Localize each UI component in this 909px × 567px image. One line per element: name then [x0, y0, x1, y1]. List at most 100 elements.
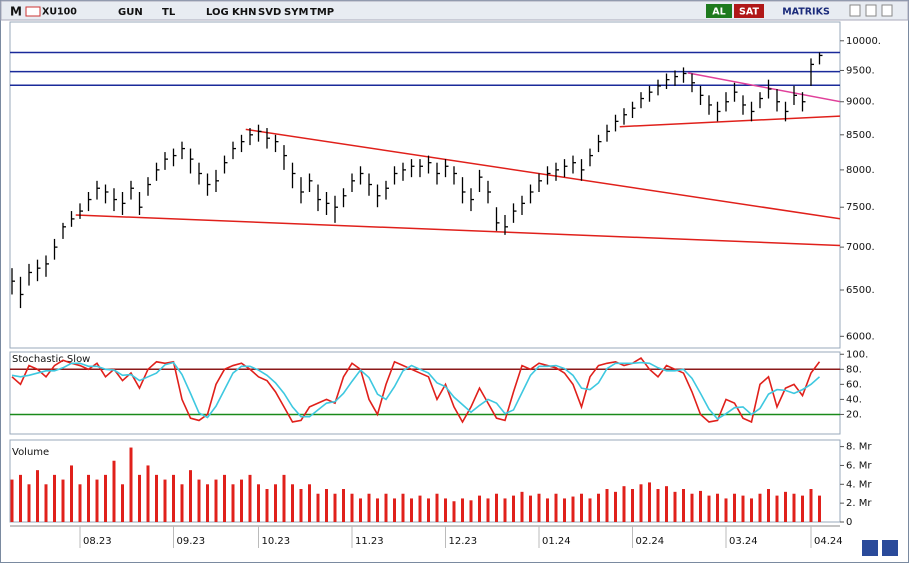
volume-bar [605, 489, 609, 522]
buy-button[interactable]: AL [712, 7, 725, 18]
volume-bar [707, 495, 711, 522]
volume-bar [299, 489, 303, 522]
window-button[interactable] [865, 4, 877, 17]
x-tick-label: 09.23 [177, 536, 206, 547]
y-tick-label: 4. Mr [846, 479, 872, 490]
volume-bar [121, 484, 124, 522]
volume-bar [240, 479, 243, 522]
trend-line [619, 115, 840, 128]
volume-bar [750, 498, 753, 522]
y-tick-label: 20. [846, 409, 862, 420]
sell-button[interactable]: SAT [739, 7, 759, 18]
volume-bar [163, 479, 167, 522]
volume-bar [316, 493, 320, 522]
stochastic-line [11, 361, 821, 420]
x-tick-label: 02.24 [636, 536, 665, 547]
volume-bar [19, 474, 22, 522]
y-tick-label: 100. [846, 349, 868, 360]
panel-title: Stochastic Slow [12, 354, 90, 365]
buy-bg [706, 4, 732, 18]
window-button[interactable] [881, 4, 893, 17]
symbol[interactable]: XU100 [42, 7, 77, 18]
sell-bg [734, 4, 764, 18]
volume-bar [78, 484, 82, 522]
icon [25, 6, 41, 17]
volume-bar [104, 474, 107, 522]
y-tick-label: 40. [846, 394, 862, 405]
toolbar-button[interactable]: LOG [206, 7, 229, 18]
volume-bar [274, 484, 277, 522]
toolbar-button[interactable]: TMP [310, 7, 334, 18]
volume-bar [529, 495, 532, 522]
y-tick-label: 9500. [846, 65, 875, 76]
stochastic-line [11, 356, 821, 424]
toolbar: M XU100 AL SAT MATRIKS [0, 0, 909, 21]
volume-bar [95, 479, 99, 522]
volume-bar [784, 491, 787, 522]
volume-bar [775, 495, 779, 522]
volume-bar [36, 470, 39, 522]
volume-bar [61, 479, 65, 522]
volume-bar [53, 474, 56, 522]
x-tick-label: 10.23 [262, 536, 291, 547]
volume-bar [197, 479, 201, 522]
y-tick-label: 6000. [846, 331, 875, 342]
volume-bar [690, 493, 694, 522]
nav-button[interactable] [882, 540, 898, 556]
volume-bar [146, 465, 150, 522]
volume-bar [520, 491, 524, 522]
volume-bar [724, 498, 728, 522]
toolbar-button[interactable]: GUN [118, 7, 143, 18]
volume-bar [648, 482, 651, 522]
y-tick-label: 7000. [846, 242, 875, 253]
volume-bar [767, 489, 770, 522]
volume-bar [359, 498, 362, 522]
volume-bar [614, 491, 617, 522]
icon [680, 5, 706, 18]
volume-bar [699, 490, 702, 522]
volume-bar [792, 493, 796, 522]
volume-bar [248, 474, 252, 522]
volume-bar [716, 493, 719, 522]
volume-bar [537, 493, 541, 522]
volume-bar [478, 495, 481, 522]
volume-bar [308, 484, 311, 522]
price-plot [10, 51, 840, 309]
x-tick-label: 01.24 [542, 536, 571, 547]
volume-bar [512, 495, 515, 522]
volume-bar [27, 484, 31, 522]
volume-bar [138, 474, 141, 522]
volume-bar [631, 489, 634, 522]
volume-bar [682, 489, 685, 522]
volume-bar [580, 493, 583, 522]
volume-bar [495, 493, 498, 522]
volume-bar [180, 484, 184, 522]
volume-bar [758, 493, 762, 522]
volume-bar [665, 486, 668, 522]
volume-bar [741, 495, 745, 522]
volume-bar [282, 474, 286, 522]
toolbar-button[interactable]: SVD [258, 7, 281, 18]
volume-bar [503, 498, 507, 522]
volume-bar [571, 496, 575, 522]
volume-bar [461, 498, 464, 522]
volume-bar [87, 474, 90, 522]
volume-bar [410, 498, 413, 522]
volume-bar [231, 484, 235, 522]
volume-bar [809, 489, 813, 522]
toolbar-button[interactable]: SYM [284, 7, 308, 18]
volume-bar [44, 484, 48, 522]
toolbar-button[interactable]: KHN [232, 7, 257, 18]
x-tick-label: 11.23 [355, 536, 384, 547]
toolbar-button[interactable]: TL [162, 7, 176, 18]
window-button[interactable] [849, 4, 861, 17]
volume-bar [265, 489, 269, 522]
volume-bar [393, 498, 396, 522]
volume-bar [342, 489, 345, 522]
volume-bar [801, 495, 804, 522]
volume-bar [469, 500, 473, 522]
trend-line [687, 72, 840, 103]
volume-bar [214, 479, 218, 522]
nav-button[interactable] [862, 540, 878, 556]
